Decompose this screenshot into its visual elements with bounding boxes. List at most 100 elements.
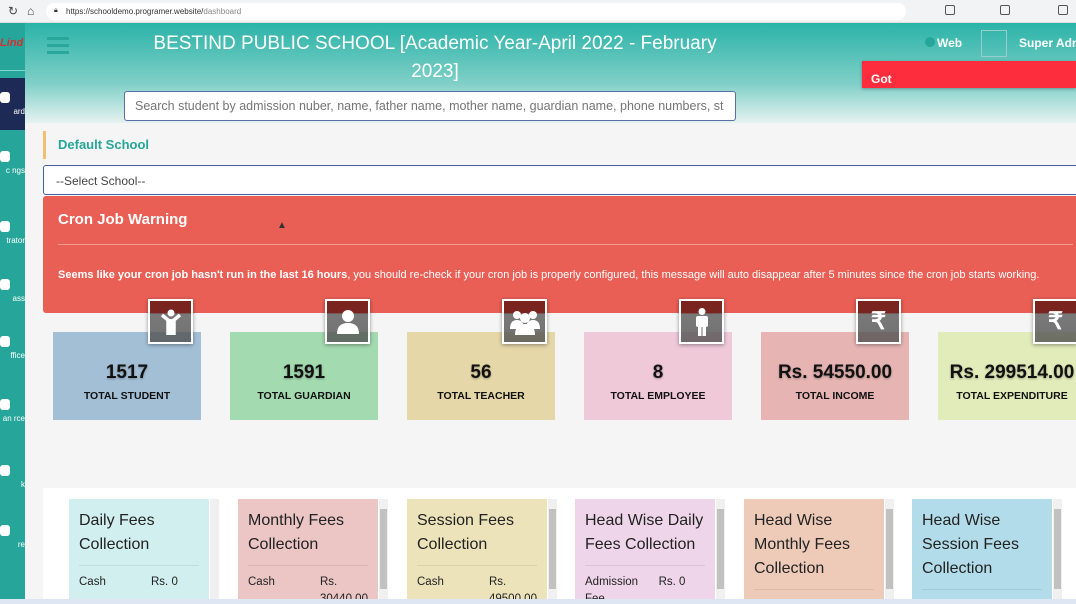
stat-card-total-student: 1517 TOTAL STUDENT xyxy=(53,332,201,420)
sidebar-item-lecture[interactable]: re xyxy=(0,525,25,550)
student-search-input[interactable] xyxy=(124,91,736,121)
address-bar[interactable]: 🔒︎ https://schooldemo.programer.website/… xyxy=(46,3,906,20)
book-icon xyxy=(0,465,10,476)
user-menu[interactable]: Super Adm xyxy=(1019,36,1076,50)
scrollbar-thumb[interactable] xyxy=(1054,509,1061,589)
globe-icon xyxy=(925,37,935,47)
sidebar-item-basic-settings[interactable]: c ngs xyxy=(0,151,25,176)
fees-panel: Session Fees Collection Cash Rs. 49500.00 xyxy=(407,499,547,604)
settings-icon xyxy=(0,151,10,162)
mouse-cursor-icon: ▲ xyxy=(277,220,287,231)
url-host: https://schooldemo.programer.website/ xyxy=(66,7,204,16)
avatar[interactable] xyxy=(981,30,1007,57)
stat-card-total-teacher: 56 TOTAL TEACHER xyxy=(407,332,555,420)
browser-toolbar: ↻ ⌂ 🔒︎ https://schooldemo.programer.webs… xyxy=(0,0,1076,23)
stat-label: TOTAL INCOME xyxy=(795,390,875,402)
stat-label: TOTAL EMPLOYEE xyxy=(610,390,706,402)
lock-icon: 🔒︎ xyxy=(54,7,58,14)
scrollbar-thumb[interactable] xyxy=(549,509,556,589)
fees-row-value: Rs. 30440.00 xyxy=(320,576,368,604)
rupee-icon: ₹ xyxy=(856,299,901,344)
stat-card-total-guardian: 1591 TOTAL GUARDIAN xyxy=(230,332,378,420)
fees-panel-scrollbar[interactable] xyxy=(379,499,388,604)
stat-value: Rs. 299514.00 xyxy=(949,362,1075,383)
notification-toast: Got xyxy=(862,61,1076,88)
page-title: BESTIND PUBLIC SCHOOL [Academic Year-Apr… xyxy=(153,33,717,82)
stat-label: TOTAL TEACHER xyxy=(437,390,525,402)
stat-value: 1517 xyxy=(105,362,149,383)
fees-row-label: Cash xyxy=(417,576,444,588)
user-icon xyxy=(325,299,370,344)
reload-icon[interactable]: ↻ xyxy=(8,4,19,18)
divider xyxy=(58,244,1073,245)
warning-title: Cron Job Warning xyxy=(58,211,188,228)
fees-panel-title: Head Wise Daily Fees Collection xyxy=(585,512,704,553)
users-icon xyxy=(502,299,547,344)
fees-panel: Head Wise Daily Fees Collection Admission… xyxy=(575,499,715,604)
stat-label: TOTAL STUDENT xyxy=(83,390,171,402)
fees-panel-title: Monthly Fees Collection xyxy=(248,512,345,553)
scrollbar-thumb[interactable] xyxy=(717,509,724,589)
bottom-edge xyxy=(0,599,1076,604)
sidebar: Lind ard c ngs trator ass ffice an rce k… xyxy=(0,23,25,604)
school-select[interactable]: --Select School-- xyxy=(43,165,1076,195)
stat-value: Rs. 54550.00 xyxy=(777,362,893,383)
side-panel-icon[interactable] xyxy=(1058,5,1068,15)
fees-row: Cash Rs. 0 xyxy=(79,565,199,591)
office-icon xyxy=(0,336,10,347)
rupee-icon: ₹ xyxy=(1033,299,1076,344)
flask-icon xyxy=(0,525,10,536)
fees-panel: Monthly Fees Collection Cash Rs. 30440.00 xyxy=(238,499,378,604)
hr-icon xyxy=(0,399,10,410)
fees-row-label: Cash xyxy=(248,576,275,588)
stat-card-total-employee: 8 TOTAL EMPLOYEE xyxy=(584,332,732,420)
fees-panel-title: Head Wise Monthly Fees Collection xyxy=(754,512,851,577)
fees-panel-scrollbar[interactable] xyxy=(210,499,219,604)
fees-row-label: Cash xyxy=(79,576,106,588)
fees-row-value: Rs. 0 xyxy=(658,576,686,588)
logo: Lind xyxy=(0,31,25,71)
dashboard-icon xyxy=(0,92,10,103)
fees-panel-scrollbar[interactable] xyxy=(1053,499,1062,604)
extension-icon[interactable] xyxy=(945,5,955,15)
school-label: Default School xyxy=(43,131,149,159)
fees-panel-title: Session Fees Collection xyxy=(417,512,514,553)
sidebar-item-human-resource[interactable]: an rce xyxy=(0,399,25,424)
fees-row-value: Rs. 49500.00 xyxy=(489,576,537,604)
fees-panel-scrollbar[interactable] xyxy=(716,499,725,604)
class-icon xyxy=(0,279,10,290)
fees-panel-scrollbar[interactable] xyxy=(548,499,557,604)
warning-message: Seems like your cron job hasn't run in t… xyxy=(58,269,1040,281)
stat-card-total-expenditure: Rs. 299514.00 TOTAL EXPENDITURE xyxy=(938,332,1076,420)
male-icon xyxy=(679,299,724,344)
sidebar-item-class[interactable]: ass xyxy=(0,279,25,304)
sidebar-item-administrator[interactable]: trator xyxy=(0,221,25,246)
fees-row: Cash Rs. 30440.00 xyxy=(248,565,368,604)
stat-label: TOTAL EXPENDITURE xyxy=(956,390,1068,402)
fees-panel: Head Wise Session Fees CollectionAdmissi… xyxy=(912,499,1052,604)
fees-panel-title: Daily Fees Collection xyxy=(79,512,155,553)
scrollbar-thumb[interactable] xyxy=(886,509,893,589)
fees-row-value: Rs. 0 xyxy=(151,576,178,588)
fees-row: Admission Fee Rs. 0 xyxy=(585,565,705,604)
child-icon xyxy=(148,299,193,344)
fees-panel-scrollbar[interactable] xyxy=(885,499,894,604)
stat-value: 1591 xyxy=(282,362,326,383)
stat-label: TOTAL GUARDIAN xyxy=(257,390,351,402)
stat-value: 8 xyxy=(652,362,664,383)
stat-card-total-income: Rs. 54550.00 TOTAL INCOME xyxy=(761,332,909,420)
sidebar-item-dashboard[interactable]: ard xyxy=(0,78,25,130)
cron-warning-alert: Cron Job Warning Seems like your cron jo… xyxy=(43,196,1076,313)
admin-icon xyxy=(0,221,10,232)
sidebar-item-front-office[interactable]: ffice xyxy=(0,336,25,361)
web-link[interactable]: Web xyxy=(925,36,962,50)
menu-toggle-icon[interactable] xyxy=(47,37,69,58)
scrollbar-thumb[interactable] xyxy=(380,509,387,589)
fees-panel-title: Head Wise Session Fees Collection xyxy=(922,512,1019,577)
sidebar-item-book[interactable]: k xyxy=(0,465,25,490)
fees-row: Cash Rs. 49500.00 xyxy=(417,565,537,604)
url-path: dashboard xyxy=(203,7,242,16)
picture-in-picture-icon[interactable] xyxy=(1000,5,1010,15)
home-icon[interactable]: ⌂ xyxy=(27,4,35,18)
